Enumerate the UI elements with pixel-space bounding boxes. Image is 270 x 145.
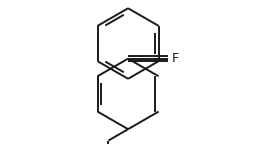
Text: F: F [171, 52, 179, 65]
